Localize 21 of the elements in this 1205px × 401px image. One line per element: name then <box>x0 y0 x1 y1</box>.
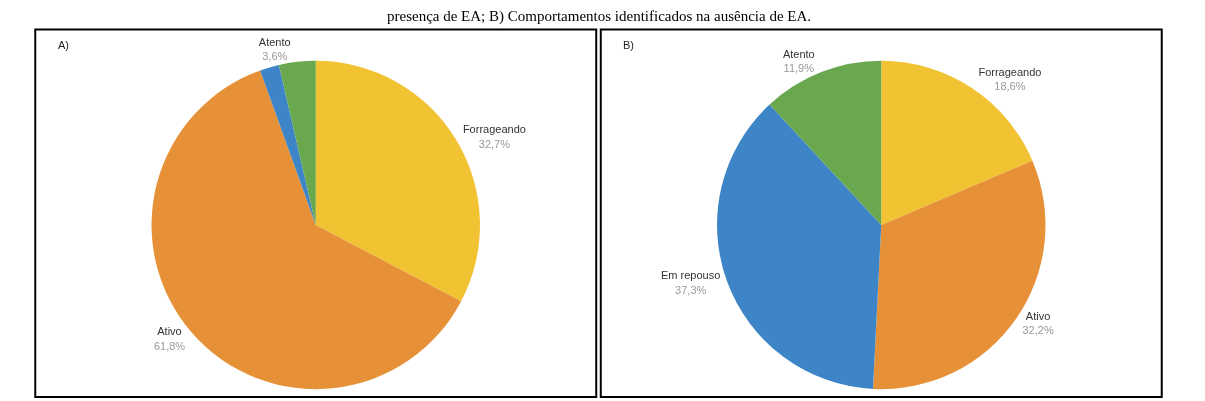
slice-label: Ativo <box>157 325 182 338</box>
slice-label: Forrageando <box>462 123 526 136</box>
text: presença de EA; B) Comportamentos identificados na ausência de EA. <box>387 8 812 25</box>
data-label: 32,2% <box>1022 324 1054 337</box>
pie-slice <box>278 60 316 225</box>
chart-title: A) <box>58 39 69 51</box>
slice-label: Forrageando <box>978 65 1042 78</box>
chart-title: B) <box>623 39 634 51</box>
pie-slice <box>769 60 882 225</box>
slice-label: Atento <box>258 35 291 48</box>
data-label: 37,3% <box>675 283 707 296</box>
pie-slice <box>260 64 316 225</box>
data-label: 61,8% <box>153 339 186 352</box>
slice-label: Atento <box>782 47 815 60</box>
slice-label: Ativo <box>1025 310 1051 323</box>
data-label: 11,9% <box>783 61 815 74</box>
data-label: 18,6% <box>994 79 1026 92</box>
data-label: 32,7% <box>478 137 511 150</box>
pie-slice <box>151 70 462 389</box>
slice-label: Em repouso <box>661 269 721 282</box>
data-label: 3,6% <box>262 49 288 62</box>
